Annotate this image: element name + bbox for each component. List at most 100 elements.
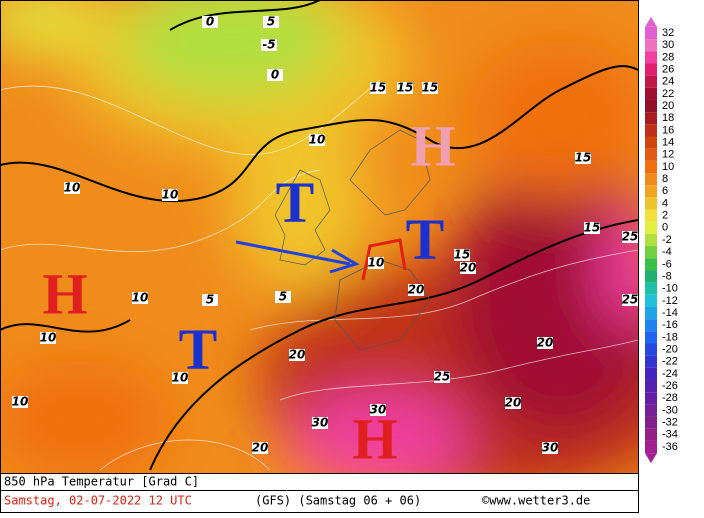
arrow [235,240,351,266]
contour-label: 15 [397,81,414,95]
colorbar-swatch [645,404,657,417]
contour-label-box [263,16,279,28]
colorbar-swatch [645,343,657,356]
colorbar-label: 6 [662,185,668,197]
colorbar-swatch [645,233,657,247]
red-marker [361,238,407,281]
colorbar-label: -32 [662,417,678,429]
colorbar-label: 20 [662,100,674,112]
contour-label-box [261,39,277,51]
contour-label: 10 [64,181,81,195]
contour-label: 25 [622,293,639,307]
colorbar-swatch [645,246,657,259]
colorbar-swatch [645,270,657,283]
contour-label-box [537,337,553,349]
colorbar-label: 26 [662,63,674,75]
contour-label: 30 [542,441,559,455]
contour-label: 20 [505,396,522,410]
colorbar-label: -20 [662,343,678,355]
colorbar-label: -34 [662,429,678,441]
contour-label: 5 [267,15,275,29]
colorbar-swatch [645,380,657,393]
colorbar-swatch [645,185,657,198]
contour-label: 10 [309,133,326,147]
colorbar-label: 22 [662,88,674,100]
colorbar-swatch [645,160,657,174]
colorbar-swatch [645,148,657,161]
contour-label-box [422,82,438,94]
colorbar-label: 4 [662,197,668,209]
contour-label-box [202,16,218,28]
colorbar-label: 30 [662,39,674,51]
pressure-label: H [42,261,87,326]
contour-label-box [172,372,188,384]
colorbar-label: 28 [662,51,674,63]
colorbar-label: 16 [662,124,674,136]
contour-label-box [289,349,305,361]
colorbar-swatch [645,136,657,149]
footer-model: (GFS) (Samstag 06 + 06) [255,494,421,508]
colorbar-swatch [645,306,657,320]
contour-label-box [370,404,386,416]
contour-label: 25 [622,230,639,244]
pressure-label: H [410,113,455,178]
colorbar-label: 24 [662,76,674,88]
contour-label: 10 [12,395,29,409]
colorbar-swatch [645,112,657,125]
colorbar-swatch [645,75,657,88]
colorbar-swatch [645,99,657,113]
colorbar-label: -24 [662,368,678,380]
colorbar-label: 0 [662,222,668,234]
contour-label: 15 [584,221,601,235]
colorbar-swatch [645,355,657,368]
contour-label: 30 [370,403,387,417]
contour-label-box [132,292,148,304]
colorbar-swatch [645,319,657,332]
colorbar-label: -18 [662,331,678,343]
pressure-label: T [276,169,315,234]
colorbar-swatch [645,87,657,100]
contour-label-box [309,134,325,146]
colorbar-label: 14 [662,136,674,148]
colorbar-swatch [645,173,657,186]
contour-label-box [202,294,218,306]
colorbar-swatch [645,282,657,295]
contour-label-box [542,442,558,454]
arrow-head [329,248,360,274]
contour-label: 15 [422,81,439,95]
colorbar-swatch [645,331,657,344]
contour-label: 20 [289,348,306,362]
colorbar-label: -16 [662,319,678,331]
contour-label-box [584,222,600,234]
pressure-label: T [406,206,445,271]
contour-label-box [622,294,638,306]
contour-label: 20 [408,283,425,297]
footer-date: Samstag, 02-07-2022 12 UTC [4,494,192,508]
colorbar-tip [645,16,657,27]
contour-label: 20 [537,336,554,350]
contour-label-box [162,189,178,201]
contour-label: 15 [370,81,387,95]
contour-label: 10 [40,331,57,345]
colorbar-swatch [645,294,657,307]
pressure-label: H [352,406,397,471]
colorbar-swatch [645,63,657,76]
colorbar-swatch [645,440,657,454]
contour-label-box [397,82,413,94]
colorbar-label: -8 [662,270,672,282]
colorbar-label: -2 [662,234,672,246]
contour-label-box [252,442,268,454]
colorbar-swatch [645,221,657,234]
colorbar-label: -26 [662,380,678,392]
colorbar-label: 12 [662,149,674,161]
colorbar-label: -14 [662,307,678,319]
colorbar-swatch [645,197,657,210]
contour-label: 5 [206,293,214,307]
colorbar-label: -36 [662,441,678,453]
contour-label-box [64,182,80,194]
colorbar-swatch [645,416,657,429]
colorbar-label: -28 [662,392,678,404]
colorbar-label: -10 [662,283,678,295]
contour-label-box [267,69,283,81]
